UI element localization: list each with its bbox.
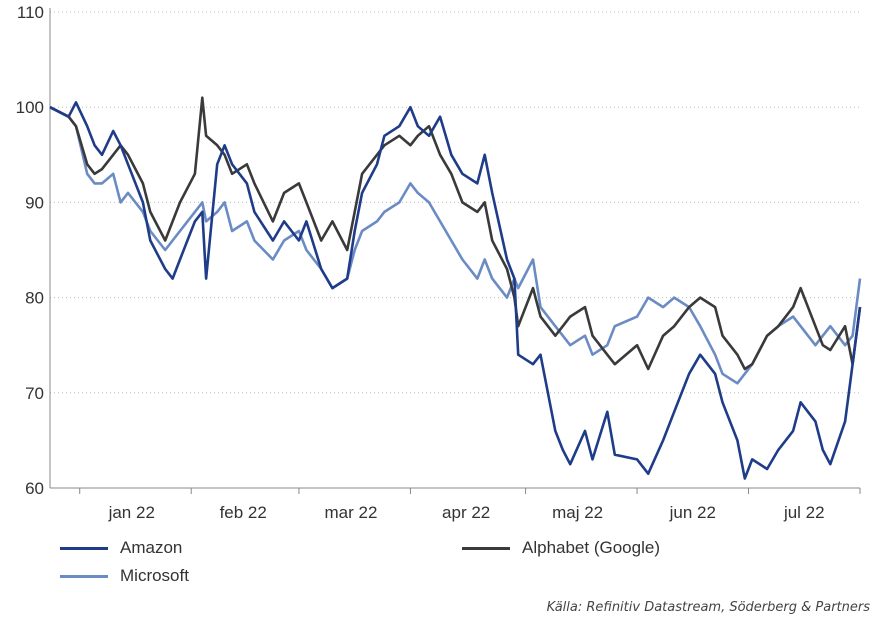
gridlines bbox=[50, 11, 860, 394]
y-tick-label-90: 90 bbox=[25, 193, 44, 212]
x-tick-label-feb-22: feb 22 bbox=[220, 503, 267, 522]
x-axis-ticks: jan 22 feb 22 mar 22 apr 22 maj 22 jun 22 jul … bbox=[79, 488, 861, 522]
series-line-alphabet-google bbox=[49, 96, 862, 371]
series-line-amazon bbox=[49, 101, 862, 480]
series-lines bbox=[49, 96, 862, 480]
y-tick-label-70: 70 bbox=[25, 384, 44, 403]
x-tick-label-maj-22: maj 22 bbox=[552, 503, 603, 522]
y-tick-label-60: 60 bbox=[25, 479, 44, 498]
series-line-microsoft bbox=[49, 106, 862, 385]
source-note: Källa: Refinitiv Datastream, Söderberg &… bbox=[546, 600, 870, 615]
axes bbox=[49, 8, 860, 489]
legend-label-microsoft: Microsoft bbox=[120, 566, 189, 585]
legend-swatch-alphabet bbox=[462, 546, 510, 550]
x-tick-label-jul-22: jul 22 bbox=[783, 503, 825, 522]
legend-item-amazon: Amazon bbox=[60, 538, 182, 558]
legend-swatch-amazon bbox=[60, 546, 108, 550]
y-tick-label-110: 110 bbox=[17, 3, 44, 22]
y-tick-label-100: 100 bbox=[16, 98, 44, 117]
x-tick-label-mar-22: mar 22 bbox=[325, 503, 378, 522]
y-tick-label-80: 80 bbox=[25, 289, 44, 308]
x-tick-label-apr-22: apr 22 bbox=[442, 503, 490, 522]
y-axis-ticks: 60 70 80 90 100 110 bbox=[16, 3, 44, 498]
x-tick-label-jan-22: jan 22 bbox=[108, 503, 155, 522]
legend-swatch-microsoft bbox=[60, 574, 108, 578]
legend-item-microsoft: Microsoft bbox=[60, 566, 189, 586]
legend-label-alphabet: Alphabet (Google) bbox=[522, 538, 660, 557]
x-tick-label-jun-22: jun 22 bbox=[669, 503, 716, 522]
line-chart: 60 70 80 90 100 110 jan 22 feb 22 mar 22 apr 22 m… bbox=[16, 3, 862, 522]
legend-label-amazon: Amazon bbox=[120, 538, 183, 557]
legend-item-alphabet: Alphabet (Google) bbox=[462, 538, 660, 558]
